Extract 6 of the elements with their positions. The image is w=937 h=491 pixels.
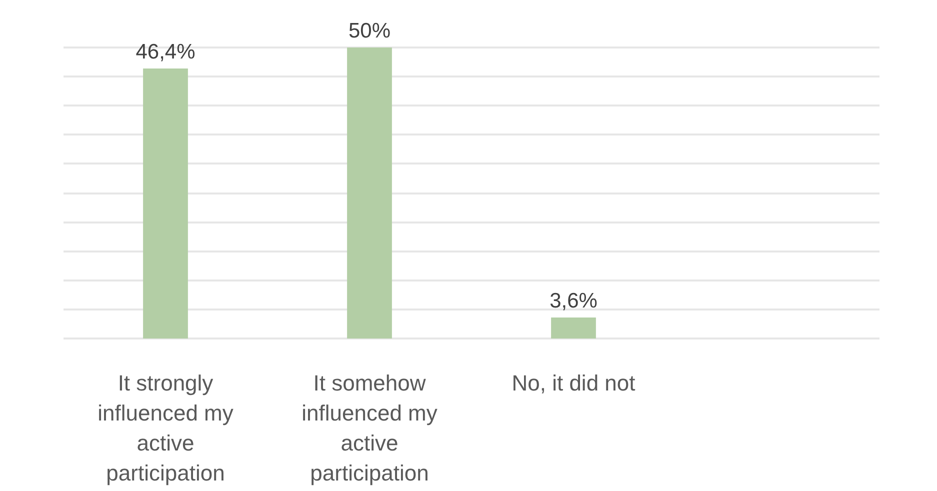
x-tick-label: No, it did not: [512, 370, 636, 396]
x-tick-label: It strongly influenced my active participation: [98, 370, 234, 486]
data-label: 46,4%: [136, 40, 196, 64]
data-label: 50%: [348, 20, 391, 42]
data-label: 3,6%: [550, 290, 598, 313]
x-tick-label: It somehow influenced my active participation: [302, 370, 438, 486]
